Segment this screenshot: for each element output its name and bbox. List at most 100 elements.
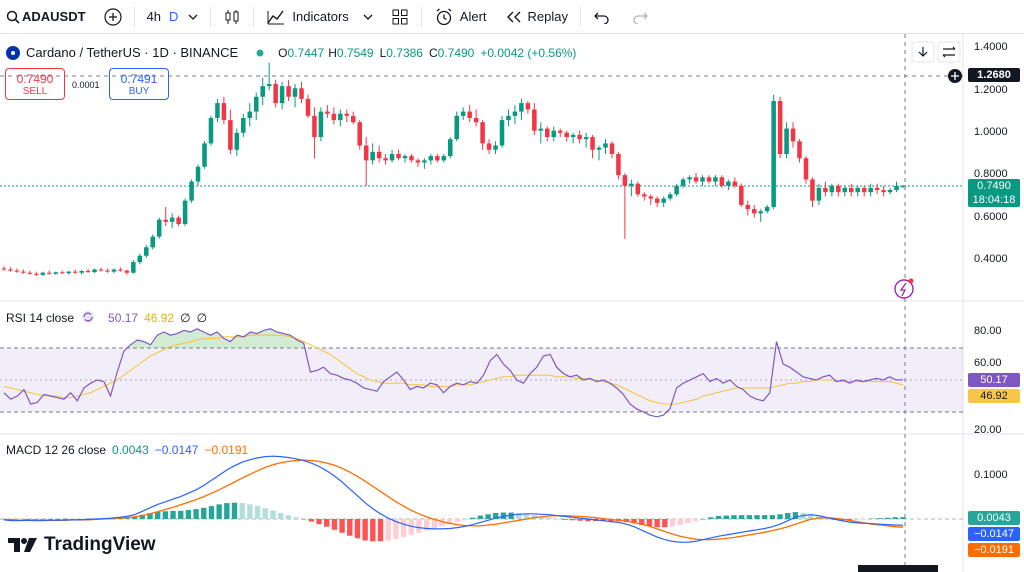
candle-body (454, 115, 459, 140)
macd-histogram-bar (470, 517, 476, 519)
candle-body (305, 98, 311, 116)
candles-icon (225, 9, 239, 24)
candle-body (609, 143, 615, 154)
candle-body (473, 117, 479, 123)
candle (480, 120, 485, 150)
macd-histogram-bar (569, 519, 576, 521)
crosshair-add-button[interactable] (948, 69, 962, 83)
candle-body (499, 120, 505, 146)
candle (98, 267, 104, 272)
candle-body (486, 143, 492, 150)
candle-body (777, 101, 783, 154)
candle-body (286, 86, 291, 97)
candle (241, 113, 246, 138)
interval-button[interactable]: 4h D (141, 0, 205, 33)
chevron-down-icon[interactable] (188, 12, 198, 22)
candle-body (435, 156, 440, 161)
candle-body (545, 128, 550, 138)
candle (739, 183, 744, 207)
toolbar-divider (580, 6, 581, 27)
candle-body (1, 268, 7, 270)
symbol-search-button[interactable]: ADAUSDT (0, 0, 92, 33)
candle-body (700, 177, 705, 182)
macd-histogram-bar (446, 519, 453, 525)
macd-histogram-bar (838, 519, 845, 521)
candle (189, 179, 194, 203)
indicators-button[interactable]: Indicators (260, 0, 378, 33)
lightning-alert-icon[interactable] (894, 278, 914, 299)
macd-histogram-bar (769, 515, 776, 519)
scroll-to-latest-button[interactable] (911, 41, 935, 63)
candle-body (654, 198, 660, 203)
candle-body (848, 187, 854, 193)
candle (40, 271, 46, 276)
chevron-down-icon[interactable] (363, 12, 373, 22)
interval-4h[interactable]: 4h (146, 9, 162, 24)
arrow-down-icon (918, 47, 928, 57)
undo-button[interactable] (587, 0, 617, 33)
rsi-ma-line (3, 334, 904, 405)
bar-countdown-tag: 18:04:18 (968, 193, 1020, 207)
candle-body (383, 158, 388, 161)
candle (887, 187, 893, 195)
alert-button[interactable]: Alert (428, 0, 493, 33)
compare-symbol-button[interactable] (98, 0, 128, 33)
redo-button[interactable] (625, 0, 655, 33)
candle (661, 196, 666, 207)
candle (376, 145, 382, 163)
candle (363, 137, 369, 186)
high-label: H (328, 45, 337, 60)
candle-body (635, 183, 641, 195)
chart-type-button[interactable] (217, 0, 247, 33)
candle (855, 185, 860, 197)
candle-body (409, 156, 414, 161)
macd-histogram-bar (700, 519, 706, 520)
buy-button[interactable]: 0.7491 BUY (109, 68, 169, 100)
interval-1d[interactable]: D (169, 9, 179, 24)
candle-body (92, 269, 97, 273)
macd-histogram-bar (861, 519, 868, 520)
macd-histogram-bar (178, 510, 184, 519)
candle-body (402, 156, 408, 159)
buy-label: BUY (128, 86, 150, 97)
macd-histogram-bar (339, 519, 345, 533)
reset-view-button[interactable] (937, 41, 961, 63)
candle-body (318, 111, 324, 138)
macd-histogram-bar (669, 519, 676, 527)
candle (163, 207, 168, 227)
candle-body (661, 198, 666, 203)
candle (771, 94, 776, 210)
candle-body (66, 271, 71, 274)
macd-title[interactable]: MACD 12 26 close (6, 443, 107, 457)
candle-body (85, 271, 91, 273)
symbol-title[interactable]: Cardano / TetherUS · 1D · BINANCE (26, 45, 239, 60)
candle-body (629, 183, 634, 186)
macd-histogram-bar (308, 519, 315, 522)
replay-button[interactable]: Replay (499, 0, 574, 33)
candle (454, 111, 459, 142)
candle-body (338, 113, 343, 121)
candle-body (72, 271, 78, 273)
candle (53, 271, 59, 275)
candle-body (790, 128, 796, 142)
macd-histogram-bar (508, 512, 514, 519)
candle (66, 271, 71, 275)
macd-histogram-bar (147, 512, 153, 519)
rsi-settings-icon[interactable] (82, 311, 94, 323)
sell-button[interactable]: 0.7490 SELL (5, 68, 65, 100)
macd-signal-value: −0.0191 (204, 443, 249, 457)
macd-line-tag: −0.0147 (968, 527, 1020, 541)
tradingview-logo[interactable]: TradingView (8, 534, 156, 556)
candle (557, 128, 563, 138)
candle (803, 156, 809, 184)
candle (253, 92, 259, 121)
rsi-extra-1: ∅ (180, 311, 191, 325)
toolbar-divider (253, 6, 255, 27)
layouts-button[interactable] (385, 0, 415, 33)
rsi-title[interactable]: RSI 14 close (6, 311, 75, 325)
macd-histogram-bar (823, 518, 829, 520)
rsi-axis-label: 60.00 (974, 357, 1002, 369)
candle-body (40, 272, 46, 275)
candle (208, 115, 214, 146)
